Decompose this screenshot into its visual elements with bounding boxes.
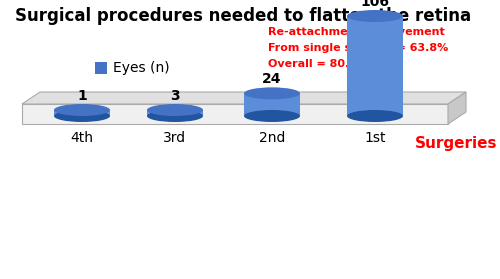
Ellipse shape (147, 104, 203, 116)
Bar (95, 62, 107, 74)
Ellipse shape (54, 104, 110, 116)
Text: 1st: 1st (364, 131, 386, 145)
Text: From single surgery = 63.8%: From single surgery = 63.8% (268, 43, 448, 53)
Ellipse shape (54, 110, 110, 122)
Text: 3rd: 3rd (164, 131, 186, 145)
Ellipse shape (244, 87, 300, 99)
Ellipse shape (244, 110, 300, 122)
Text: 24: 24 (262, 72, 282, 86)
Text: Eyes (n): Eyes (n) (113, 61, 170, 75)
Text: Overall = 80.4%: Overall = 80.4% (268, 59, 368, 69)
Bar (347, 16, 403, 116)
Polygon shape (448, 92, 466, 124)
Text: 106: 106 (360, 0, 390, 9)
Bar (244, 93, 300, 116)
Text: 4th: 4th (70, 131, 94, 145)
Bar (54, 110, 110, 116)
Text: 3: 3 (170, 89, 180, 103)
Bar (147, 110, 203, 116)
Polygon shape (22, 104, 448, 124)
Text: Surgeries: Surgeries (415, 136, 498, 151)
Ellipse shape (347, 110, 403, 122)
Text: 1: 1 (77, 89, 87, 103)
Text: Re-attachment achievement: Re-attachment achievement (268, 27, 445, 37)
Text: Surgical procedures needed to flatten the retina: Surgical procedures needed to flatten th… (15, 7, 471, 25)
Ellipse shape (347, 10, 403, 22)
Text: 2nd: 2nd (259, 131, 285, 145)
Polygon shape (22, 92, 466, 104)
Ellipse shape (147, 110, 203, 122)
